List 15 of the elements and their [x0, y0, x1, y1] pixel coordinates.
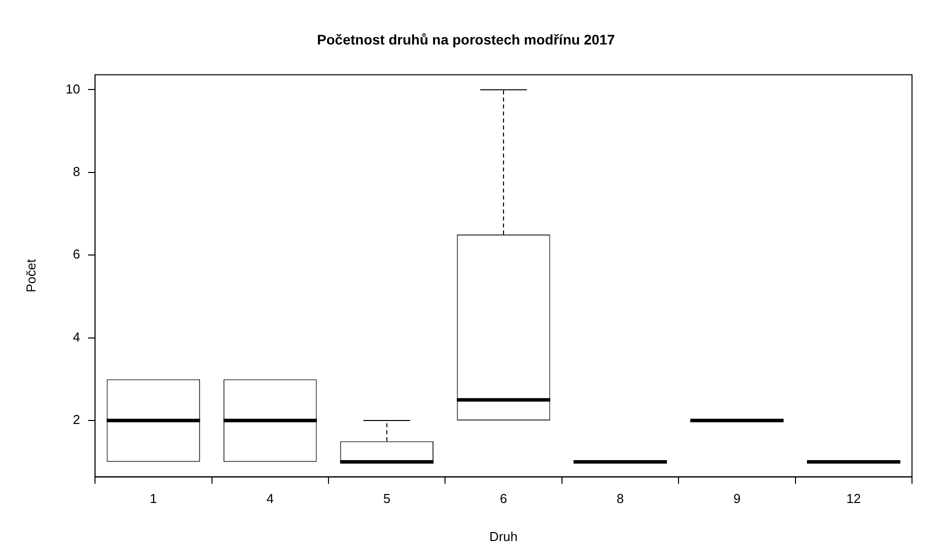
x-tick-label: 12 — [846, 491, 861, 506]
y-tick-label: 2 — [72, 412, 80, 428]
x-axis-title: Druh — [489, 528, 518, 544]
x-tick-label: 8 — [616, 491, 624, 506]
y-tick-label: 10 — [66, 81, 80, 96]
y-tick-label: 8 — [72, 164, 80, 179]
y-tick-label: 4 — [72, 329, 80, 344]
chart-title: Početnost druhů na porostech modřínu 2017 — [317, 31, 616, 48]
x-tick-label: 5 — [383, 491, 390, 506]
x-tick-label: 1 — [150, 491, 158, 506]
x-tick-label: 9 — [733, 491, 741, 506]
x-tick-label: 6 — [500, 491, 508, 506]
y-axis-title: Počet — [23, 258, 38, 292]
y-tick-label: 6 — [72, 246, 80, 262]
x-tick-label: 4 — [266, 491, 274, 506]
